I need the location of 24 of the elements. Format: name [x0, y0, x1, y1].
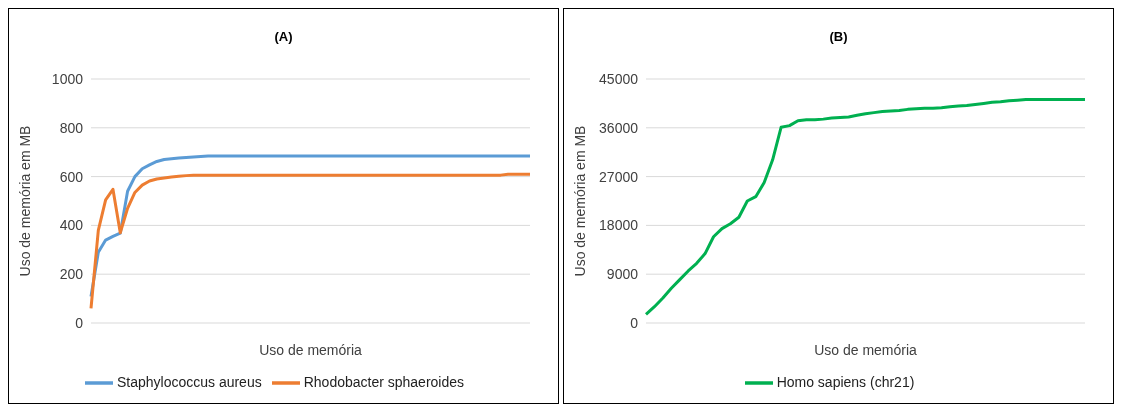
y-tick-label: 27000 — [599, 168, 639, 185]
line-series — [644, 98, 1087, 316]
line-series — [89, 172, 532, 310]
y-axis-title: Uso de memória em MB — [571, 125, 588, 277]
y-tick-label: 0 — [75, 314, 84, 331]
chart-title: (B) — [828, 29, 849, 44]
y-tick-label: 9000 — [606, 266, 639, 283]
legend-label: Rhodobacter sphaeroides — [303, 373, 465, 390]
y-tick-label: 400 — [59, 217, 84, 234]
y-tick-label: 1000 — [51, 70, 84, 87]
y-tick-label: 18000 — [599, 217, 639, 234]
legend-label: Staphylococcus aureus — [116, 373, 262, 390]
legend-label: Homo sapiens (chr21) — [776, 373, 915, 390]
chart-title: (A) — [273, 29, 294, 44]
y-axis-title: Uso de memória em MB — [16, 125, 33, 277]
y-tick-label: 600 — [59, 168, 84, 185]
y-tick-label: 36000 — [599, 119, 639, 136]
y-tick-label: 0 — [630, 314, 639, 331]
line-series — [89, 154, 532, 298]
y-tick-label: 45000 — [599, 70, 639, 87]
y-tick-label: 800 — [59, 119, 84, 136]
x-axis-title: Uso de memória — [259, 342, 363, 358]
x-axis-title: Uso de memória — [814, 342, 918, 358]
y-tick-label: 200 — [59, 266, 84, 283]
